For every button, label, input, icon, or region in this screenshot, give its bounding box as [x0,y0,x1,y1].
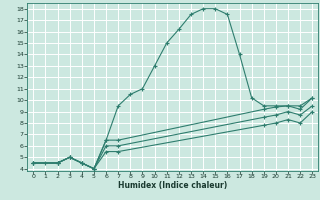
X-axis label: Humidex (Indice chaleur): Humidex (Indice chaleur) [118,181,228,190]
